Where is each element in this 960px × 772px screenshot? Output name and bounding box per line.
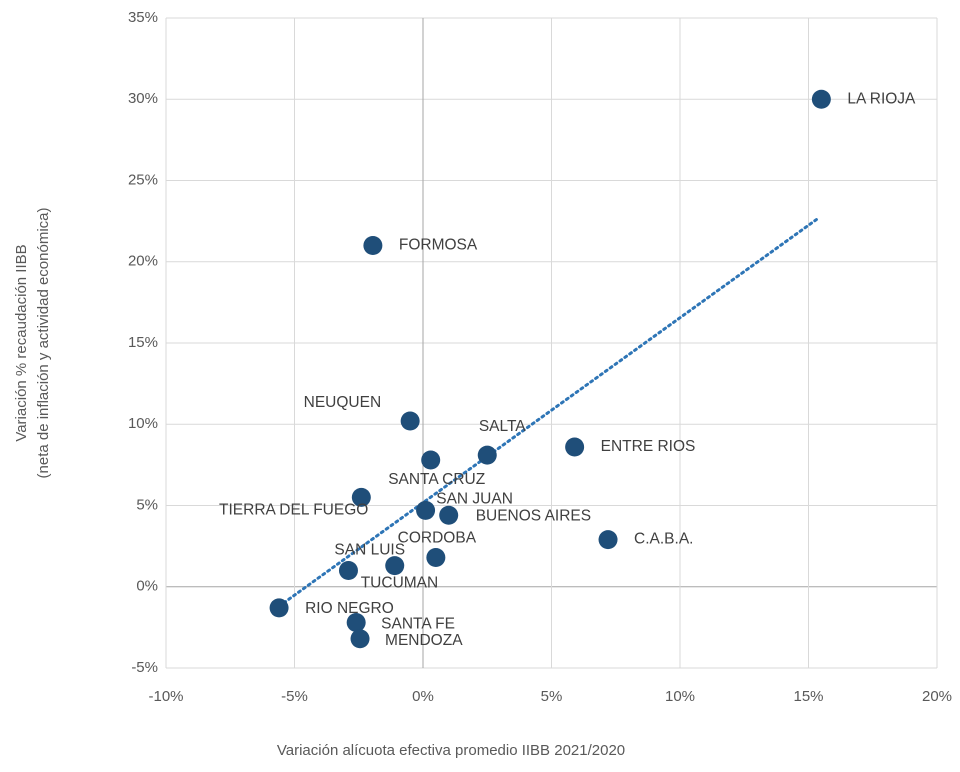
point-label: CORDOBA	[398, 530, 477, 547]
point-label: TIERRA DEL FUEGO	[219, 501, 368, 518]
point	[421, 450, 441, 470]
point-label: NEUQUEN	[304, 394, 382, 411]
y-tick-label: -5%	[131, 659, 158, 676]
point-label: LA RIOJA	[847, 90, 916, 107]
y-tick-label: 30%	[128, 90, 158, 107]
y-tick-label: 15%	[128, 334, 158, 351]
point-label: TUCUMAN	[361, 575, 439, 592]
point-label: RIO NEGRO	[305, 600, 394, 617]
x-tick-label: 10%	[665, 688, 695, 705]
point	[351, 487, 371, 507]
x-tick-label: -10%	[148, 688, 183, 705]
x-tick-label: 0%	[412, 688, 434, 705]
point-label: MENDOZA	[385, 632, 463, 649]
point	[350, 629, 370, 649]
y-tick-label: 0%	[136, 578, 158, 595]
point-label: SANTA FE	[381, 616, 455, 633]
y-axis-title: Variación % recaudación IIBB (neta de in…	[13, 208, 52, 479]
y-axis-title-line: Variación % recaudación IIBB	[13, 244, 30, 441]
point-label: ENTRE RIOS	[601, 438, 696, 455]
point-label: SANTA CRUZ	[388, 471, 485, 488]
point	[346, 613, 366, 632]
x-tick-label: 15%	[793, 688, 823, 705]
point-label: SAN LUIS	[334, 542, 405, 559]
x-tick-label: 20%	[922, 688, 952, 705]
point	[338, 561, 358, 580]
x-tick-label: 5%	[541, 688, 563, 705]
point	[598, 530, 618, 550]
trendline	[277, 216, 821, 608]
x-axis-title: Variación alícuota efectiva promedio IIB…	[277, 742, 625, 759]
point	[811, 89, 831, 109]
point	[416, 500, 436, 520]
x-tick-label: -5%	[281, 688, 308, 705]
point-label: C.A.B.A.	[634, 531, 693, 548]
point-label: SAN JUAN	[436, 490, 513, 507]
point	[439, 505, 459, 525]
y-tick-label: 20%	[128, 253, 158, 270]
point	[400, 411, 420, 431]
point	[426, 548, 446, 567]
point-label: BUENOS AIRES	[476, 507, 591, 524]
y-tick-label: 5%	[136, 496, 158, 513]
y-axis-title-line: (neta de inflación y actividad económica…	[35, 208, 52, 479]
point	[477, 445, 497, 465]
point	[269, 598, 289, 618]
point	[385, 556, 405, 576]
y-tick-label: 25%	[128, 171, 158, 188]
y-tick-label: 10%	[128, 415, 158, 432]
point-label: FORMOSA	[399, 237, 478, 254]
y-tick-label: 35%	[128, 9, 158, 26]
point-label: SALTA	[479, 418, 526, 435]
point	[565, 437, 585, 457]
point	[363, 236, 383, 255]
